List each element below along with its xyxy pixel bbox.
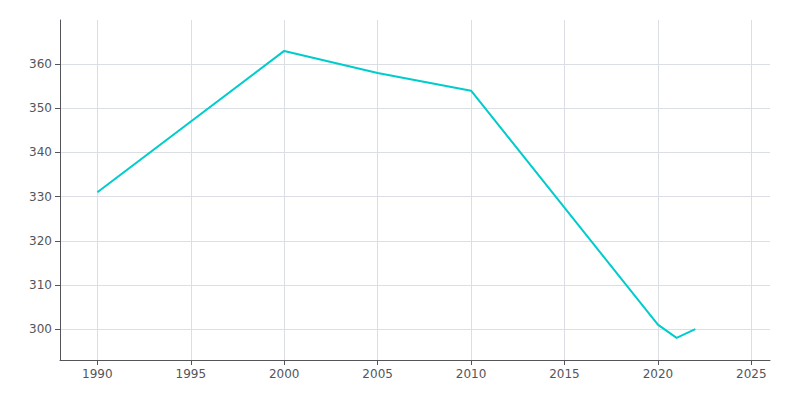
svg-text:2010: 2010 [456,367,487,381]
svg-text:2015: 2015 [549,367,580,381]
svg-text:360: 360 [29,57,52,71]
svg-text:2005: 2005 [362,367,393,381]
svg-text:300: 300 [29,322,52,336]
svg-text:320: 320 [29,234,52,248]
svg-text:2000: 2000 [269,367,300,381]
svg-text:2025: 2025 [736,367,767,381]
svg-text:350: 350 [29,101,52,115]
svg-text:310: 310 [29,278,52,292]
svg-text:1995: 1995 [176,367,207,381]
svg-text:330: 330 [29,190,52,204]
svg-text:340: 340 [29,145,52,159]
svg-text:1990: 1990 [82,367,113,381]
svg-text:2020: 2020 [643,367,674,381]
